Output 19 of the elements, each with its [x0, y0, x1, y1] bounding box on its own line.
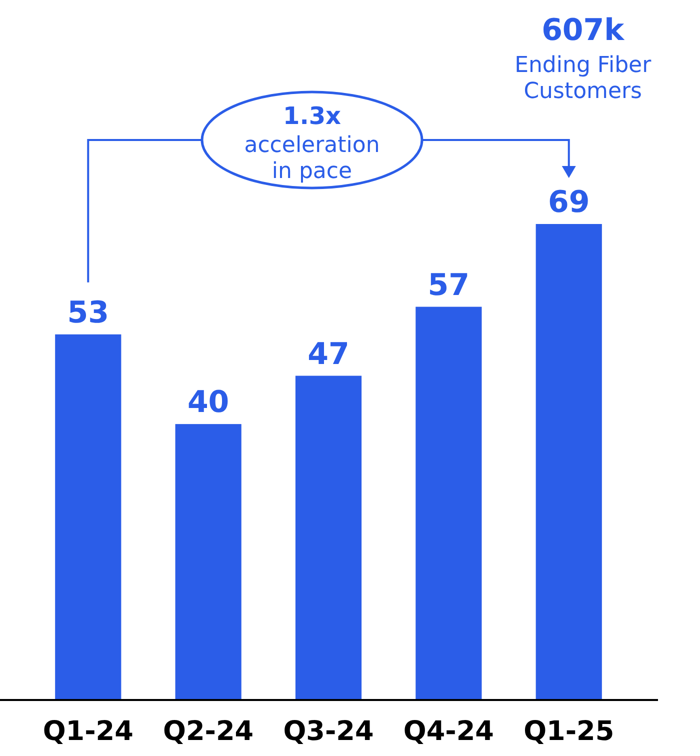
bar	[536, 224, 602, 700]
text: 607k	[542, 13, 626, 48]
data-label: 40	[187, 385, 230, 420]
bar	[295, 376, 362, 700]
x-tick-label: Q4-24	[403, 716, 494, 747]
x-tick-label: Q1-25	[524, 716, 614, 747]
data-label: 69	[548, 185, 590, 220]
data-label: 57	[428, 268, 470, 303]
bar	[55, 334, 122, 700]
text: acceleration in pace	[244, 133, 380, 184]
text: 1.3x	[283, 102, 342, 130]
bar	[416, 306, 482, 700]
x-tick-label: Q2-24	[163, 716, 254, 747]
text: Ending Fiber Customers	[514, 53, 652, 104]
data-label: 47	[308, 336, 350, 372]
x-tick-label: Q3-24	[283, 716, 374, 747]
x-tick-label: Q1-24	[42, 716, 134, 747]
data-label: 53	[67, 295, 110, 330]
bar	[175, 424, 242, 700]
